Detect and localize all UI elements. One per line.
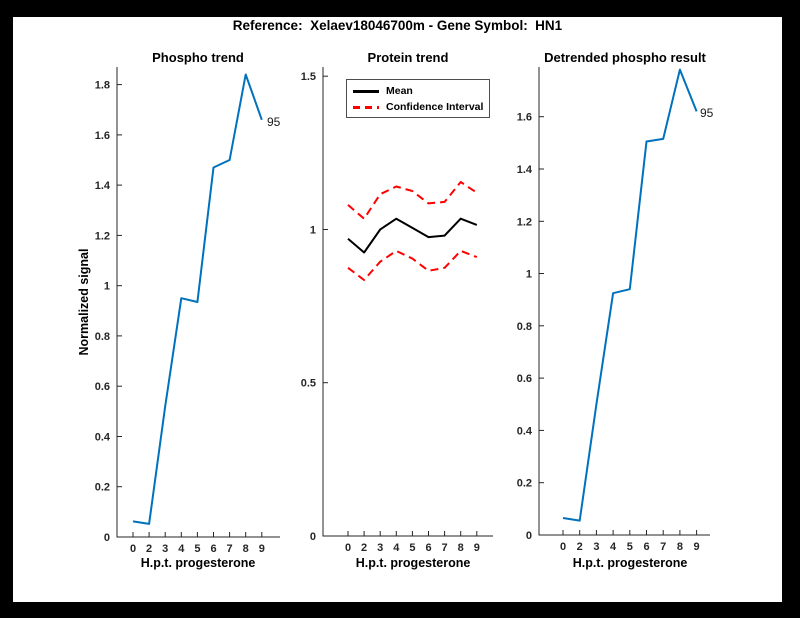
x-axis-label-right: H.p.t. progesterone — [572, 556, 688, 570]
confidence-interval-line-sample — [353, 105, 379, 109]
y-tick-label: 0 — [526, 530, 532, 542]
y-tick-label: 0.4 — [517, 425, 533, 437]
y-tick-label: 0.6 — [517, 373, 532, 385]
x-tick-label: 0 — [130, 543, 136, 555]
y-tick-label: 1 — [310, 225, 316, 237]
x-tick-label: 8 — [458, 542, 464, 554]
x-tick-label: 3 — [593, 541, 599, 553]
x-tick-label: 2 — [361, 542, 367, 554]
x-tick-label: 7 — [660, 541, 666, 553]
y-tick-label: 0.2 — [95, 482, 110, 494]
legend-label-mean: Mean — [386, 85, 413, 97]
y-tick-label: 0.5 — [301, 378, 316, 390]
x-tick-label: 3 — [162, 543, 168, 555]
x-tick-label: 8 — [243, 543, 249, 555]
x-tick-label: 4 — [610, 541, 617, 553]
x-tick-label: 7 — [227, 543, 233, 555]
x-tick-label: 8 — [677, 541, 683, 553]
x-tick-label: 6 — [643, 541, 649, 553]
y-tick-label: 0 — [104, 532, 110, 544]
y-tick-label: 0.2 — [517, 478, 532, 490]
legend-label-ci: Confidence Interval — [386, 101, 484, 113]
x-tick-label: 9 — [694, 541, 700, 553]
y-tick-label: 0.8 — [95, 331, 110, 343]
legend-row-ci: Confidence Interval — [353, 101, 483, 113]
axis-spines — [116, 67, 280, 538]
series-line-confidence-interval-upper — [347, 181, 478, 220]
x-tick-label: 7 — [442, 542, 448, 554]
series-line-phospho-signal — [132, 73, 263, 525]
y-tick-label: 1.6 — [95, 130, 110, 142]
y-tick-label: 0 — [310, 531, 316, 543]
series-line-detrended-phospho — [562, 68, 698, 522]
y-axis-label: Normalized signal — [77, 248, 91, 356]
y-tick-label: 1.6 — [517, 112, 532, 124]
series-line-mean — [347, 217, 478, 254]
mean-line-sample — [353, 89, 379, 93]
peak-annotation-left: 95 — [267, 115, 281, 129]
y-tick-label: 1 — [526, 269, 532, 281]
y-tick-label: 0.4 — [95, 432, 111, 444]
x-tick-label: 9 — [474, 542, 480, 554]
x-tick-label: 9 — [259, 543, 265, 555]
x-axis-label-middle: H.p.t. progesterone — [355, 556, 471, 570]
panel-title-protein-trend: Protein trend — [367, 50, 449, 65]
y-tick-label: 1.4 — [517, 164, 533, 176]
y-tick-label: 1 — [104, 281, 110, 293]
x-tick-label: 3 — [377, 542, 383, 554]
x-tick-label: 2 — [577, 541, 583, 553]
x-tick-label: 5 — [194, 543, 200, 555]
y-tick-label: 1.8 — [95, 80, 110, 92]
legend-row-mean: Mean — [353, 85, 483, 97]
x-axis-label-left: H.p.t. progesterone — [140, 556, 256, 570]
x-tick-label: 0 — [560, 541, 566, 553]
y-tick-label: 0.8 — [517, 321, 532, 333]
y-tick-label: 1.2 — [95, 230, 110, 242]
x-tick-label: 4 — [393, 542, 400, 554]
x-tick-label: 0 — [345, 542, 351, 554]
panel-title-detrended-phospho: Detrended phospho result — [544, 50, 706, 65]
axis-spines — [322, 67, 493, 537]
figure-title: Reference: Xelaev18046700m - Gene Symbol… — [232, 18, 563, 33]
x-tick-label: 6 — [210, 543, 216, 555]
y-tick-label: 1.5 — [301, 71, 316, 83]
axis-spines — [538, 67, 710, 536]
x-tick-label: 5 — [627, 541, 633, 553]
y-tick-label: 1.2 — [517, 216, 532, 228]
x-tick-label: 2 — [146, 543, 152, 555]
panel-title-phospho-trend: Phospho trend — [152, 50, 244, 65]
y-tick-label: 1.4 — [95, 180, 111, 192]
peak-annotation-right: 95 — [700, 106, 714, 120]
legend-box: Mean Confidence Interval — [346, 79, 490, 118]
y-tick-label: 0.6 — [95, 381, 110, 393]
x-tick-label: 5 — [409, 542, 415, 554]
x-tick-label: 4 — [178, 543, 185, 555]
x-tick-label: 6 — [425, 542, 431, 554]
series-line-confidence-interval-lower — [347, 249, 478, 281]
